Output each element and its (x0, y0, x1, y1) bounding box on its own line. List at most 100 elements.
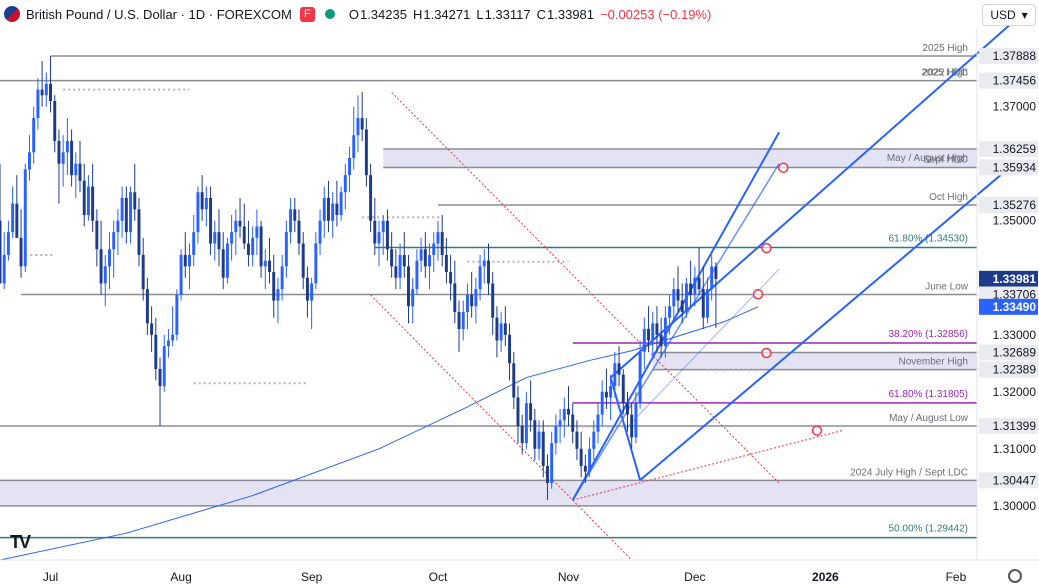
fib-label-1: 38.20% (1.32856) (888, 329, 968, 340)
zone-1 (652, 352, 977, 370)
candle-body (672, 289, 676, 307)
price-label-bg-7 (979, 298, 1038, 315)
candle (579, 431, 583, 478)
price-label-4: 1.35276 (993, 198, 1037, 212)
candle-body (444, 254, 448, 273)
price-label-bg-8 (979, 344, 1038, 361)
low-value: 1.33117 (484, 6, 531, 22)
candle (297, 209, 301, 255)
candle-body (701, 289, 705, 318)
candle (108, 232, 111, 290)
candle-body (411, 289, 415, 307)
pitchfork-base (609, 377, 642, 481)
candle-body (120, 197, 124, 221)
settings-gear-icon[interactable] (1008, 569, 1022, 583)
candle (394, 249, 398, 290)
candle-body (2, 254, 6, 284)
candle (364, 118, 368, 187)
candle-body (512, 363, 516, 398)
close-value: 1.33981 (547, 6, 595, 22)
candle (141, 237, 145, 301)
candle (171, 306, 175, 347)
candle (508, 323, 512, 381)
candle (238, 197, 242, 238)
candle (162, 334, 166, 392)
candle (129, 186, 133, 244)
candle (280, 254, 284, 301)
candle-body (537, 431, 541, 449)
candle-body (554, 426, 558, 444)
candle-body (53, 100, 57, 141)
symbol-title[interactable]: British Pound / U.S. Dollar · 1D · FOREX… (26, 6, 292, 22)
currency-button[interactable]: USD ▾ (982, 4, 1036, 26)
candle (423, 232, 427, 278)
candle (503, 306, 507, 347)
candle-body (676, 289, 680, 301)
x-tick-1: Aug (170, 570, 191, 584)
candle (322, 186, 326, 238)
candle (571, 403, 575, 444)
candle (86, 175, 90, 221)
candle-body (116, 220, 120, 233)
price-label-1: 1.37456 (993, 74, 1037, 88)
candle-body (588, 448, 592, 472)
candle-body (217, 232, 221, 250)
candle (23, 163, 27, 273)
candle-body (175, 294, 179, 335)
candle (242, 203, 246, 250)
candle-body (604, 391, 608, 398)
candle (689, 260, 693, 307)
candle (19, 209, 23, 278)
candle (263, 249, 267, 290)
candle (0, 163, 2, 284)
candle-body (183, 254, 187, 267)
candle-body (356, 118, 360, 136)
candle (575, 420, 579, 461)
candle (28, 135, 31, 181)
candle-body (348, 158, 352, 176)
candle (415, 249, 419, 295)
candle (461, 300, 465, 341)
x-tick-4: Nov (558, 570, 579, 584)
candle (318, 209, 322, 255)
candle-body (293, 209, 297, 221)
candle (53, 95, 57, 153)
price-label-bg-1 (979, 72, 1038, 89)
moving-average-line (0, 306, 759, 561)
candle-body (668, 306, 672, 318)
price-label-10: 1.31399 (993, 419, 1037, 433)
candle (331, 192, 335, 238)
candle-body (158, 368, 162, 387)
candle (259, 220, 263, 278)
candle-body (154, 334, 158, 369)
candle-body (360, 118, 364, 130)
candle-body (394, 266, 398, 278)
candle-body (613, 363, 617, 387)
candle (567, 386, 570, 427)
price-label-bg-10 (979, 418, 1038, 435)
level-label-7: May / August Low (889, 413, 969, 424)
candle (133, 163, 137, 221)
candle-body (36, 89, 40, 119)
candle (221, 232, 225, 290)
candle-body (571, 414, 575, 432)
candle-body (335, 203, 339, 216)
candle (74, 152, 78, 198)
candle (491, 272, 495, 335)
candle-body (634, 403, 638, 438)
candle-body (280, 266, 284, 290)
currency-badge[interactable]: F (299, 6, 315, 22)
candle-body (461, 311, 465, 330)
candle (272, 254, 276, 318)
y-tick-1: 1.35000 (993, 214, 1037, 228)
candle-body (647, 329, 650, 341)
candle-body (61, 152, 65, 164)
candle (40, 61, 44, 107)
candle (402, 232, 406, 278)
price-label-0: 1.37888 (993, 49, 1037, 63)
candle-body (457, 311, 461, 330)
candle-body (129, 192, 133, 233)
candle-body (331, 203, 335, 221)
candle-body (70, 140, 74, 176)
